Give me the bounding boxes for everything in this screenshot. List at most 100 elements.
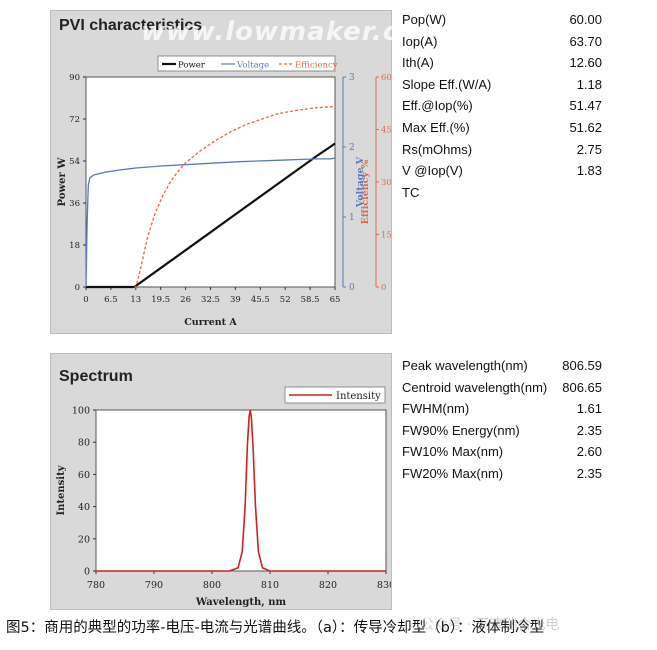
pvi-stat-row: Rs(mOhms) 2.75 <box>402 142 602 162</box>
spectrum-chart-panel: Spectrum Intensity780790800810820830Wave… <box>50 353 395 610</box>
pvi-chart-title: PVI characteristics <box>59 17 203 34</box>
pvi-stat-row: Max Eff.(%) 51.62 <box>402 120 602 140</box>
pvi-stat-row: V @Iop(V) 1.83 <box>402 163 602 183</box>
x-axis-label: Current A <box>184 317 237 328</box>
spectrum-stat-label: FWHM(nm) <box>402 401 470 417</box>
spectrum-stat-value: 806.65 <box>562 379 602 395</box>
x-tick-label: 820 <box>319 580 337 591</box>
y3-tick-label: 45 <box>381 126 391 136</box>
spectrum-stat-row: FW90% Energy(nm) 2.35 <box>402 423 602 443</box>
spectrum-stat-value: 2.60 <box>576 444 602 460</box>
y2-axis-label: Voltage V <box>355 156 366 208</box>
legend-box <box>284 386 386 404</box>
spectrum-stat-value: 2.35 <box>576 466 602 481</box>
spectrum-stat-label: Peak wavelength(nm) <box>402 358 528 373</box>
series-intensity-line <box>96 409 386 572</box>
pvi-stat-value: 2.75 <box>576 141 602 157</box>
x-tick-label: 32.5 <box>201 295 220 305</box>
pvi-stat-label: Max Eff.(%) <box>402 120 470 135</box>
legend-label: Efficiency <box>295 61 338 71</box>
pvi-stat-value: 51.47 <box>569 98 602 114</box>
pvi-stat-label: Iop(A) <box>402 33 438 49</box>
series-power-line <box>86 142 336 289</box>
y-tick-label: 60 <box>78 470 90 481</box>
y-tick-label: 0 <box>84 567 90 578</box>
pvi-stat-label: Rs(mOhms) <box>402 141 473 157</box>
pvi-stat-label: V @Iop(V) <box>402 163 463 179</box>
spectrum-stat-value: 1.61 <box>576 401 602 417</box>
y-tick-label: 36 <box>69 199 80 209</box>
pvi-stat-label: Ith(A) <box>402 55 434 71</box>
y-tick-label: 18 <box>69 241 80 251</box>
legend-label: Intensity <box>336 391 381 402</box>
pvi-chart-panel: PVI characteristics www.lowmaker.com Pow… <box>50 10 445 334</box>
y-tick-label: 40 <box>78 502 90 513</box>
spectrum-stat-row: Centroid wavelength(nm) 806.65 <box>402 380 602 400</box>
x-tick-label: 39 <box>230 295 241 305</box>
y2-tick-label: 3 <box>349 73 355 83</box>
x-tick-label: 0 <box>83 295 88 305</box>
pvi-stat-value: 60.00 <box>569 12 602 27</box>
y3-axis-label: Efficiency % <box>360 160 371 225</box>
spectrum-stat-label: FW90% Energy(nm) <box>402 422 520 438</box>
y-tick-label: 72 <box>69 115 80 125</box>
pvi-stat-value: 1.83 <box>576 163 602 179</box>
pvi-stat-value: 12.60 <box>569 55 602 71</box>
x-tick-label: 52 <box>280 295 291 305</box>
y-tick-label: 100 <box>72 406 90 417</box>
x-tick-label: 65 <box>330 295 341 305</box>
spectrum-stat-row: Peak wavelength(nm) 806.59 <box>402 358 602 378</box>
y2-tick-label: 0 <box>349 283 355 293</box>
spectrum-chart-title: Spectrum <box>59 368 133 385</box>
pvi-stat-row: TC <box>402 185 602 205</box>
x-tick-label: 58.5 <box>301 295 320 305</box>
y-tick-label: 20 <box>78 534 90 545</box>
y-axis-label: Intensity <box>56 464 67 515</box>
spectrum-stat-label: FW10% Max(nm) <box>402 444 504 460</box>
spectrum-stat-value: 2.35 <box>576 422 602 438</box>
watermark-logo: www.lowmaker.com <box>141 17 447 47</box>
y2-tick-label: 1 <box>349 213 355 223</box>
figure-caption: 图5：商用的典型的功率-电压-电流与光谱曲线。（a）：传导冷却型（b）：液体制冷… <box>6 620 545 636</box>
x-tick-label: 13 <box>130 295 141 305</box>
pvi-stat-value: 51.62 <box>569 120 602 135</box>
legend-box <box>157 55 336 72</box>
y3-tick-label: 30 <box>381 178 391 188</box>
spectrum-chart-svg: Intensity780790800810820830Wavelength, n… <box>56 386 395 608</box>
y-tick-label: 0 <box>75 283 80 293</box>
pvi-stat-label: Eff.@Iop(%) <box>402 98 473 114</box>
x-tick-label: 810 <box>261 580 279 591</box>
spectrum-stat-row: FW10% Max(nm) 2.60 <box>402 444 602 464</box>
x-tick-label: 19.5 <box>151 295 170 305</box>
pvi-stat-label: TC <box>402 184 420 200</box>
pvi-stat-row: Ith(A) 12.60 <box>402 55 602 75</box>
pvi-stat-row: Iop(A) 63.70 <box>402 34 602 54</box>
series-voltage-line <box>85 157 336 288</box>
chart-legend: Intensity <box>284 386 386 404</box>
y-tick-label: 54 <box>69 157 80 167</box>
caption-watermark: 公众号 · 天津瑞合光电 <box>420 617 560 633</box>
spectrum-stat-value: 806.59 <box>562 358 602 373</box>
x-tick-label: 830 <box>377 580 391 591</box>
spectrum-stat-label: FW20% Max(nm) <box>402 466 504 481</box>
x-tick-label: 780 <box>87 580 105 591</box>
series-efficiency-line <box>134 105 336 288</box>
pvi-stat-value: 1.18 <box>576 76 602 92</box>
y3-tick-label: 60 <box>381 73 391 83</box>
y-tick-label: 80 <box>78 438 90 449</box>
legend-label: Voltage <box>236 61 269 71</box>
pvi-stat-value: 63.70 <box>569 33 602 49</box>
plot-area <box>95 409 387 572</box>
y-axis-label: Power W <box>57 157 68 207</box>
x-axis-label: Wavelength, nm <box>195 597 287 608</box>
spectrum-stat-row: FW20% Max(nm) 2.35 <box>402 466 602 486</box>
pvi-stat-row: Pop(W) 60.00 <box>402 12 602 32</box>
y3-tick-label: 15 <box>381 231 391 241</box>
spectrum-stat-label: Centroid wavelength(nm) <box>402 379 548 395</box>
x-tick-label: 790 <box>145 580 163 591</box>
x-tick-label: 26 <box>180 295 191 305</box>
chart-legend: Power Voltage Efficiency <box>157 55 338 72</box>
legend-label: Power <box>178 61 206 71</box>
pvi-stat-label: Slope Eff.(W/A) <box>402 76 492 92</box>
